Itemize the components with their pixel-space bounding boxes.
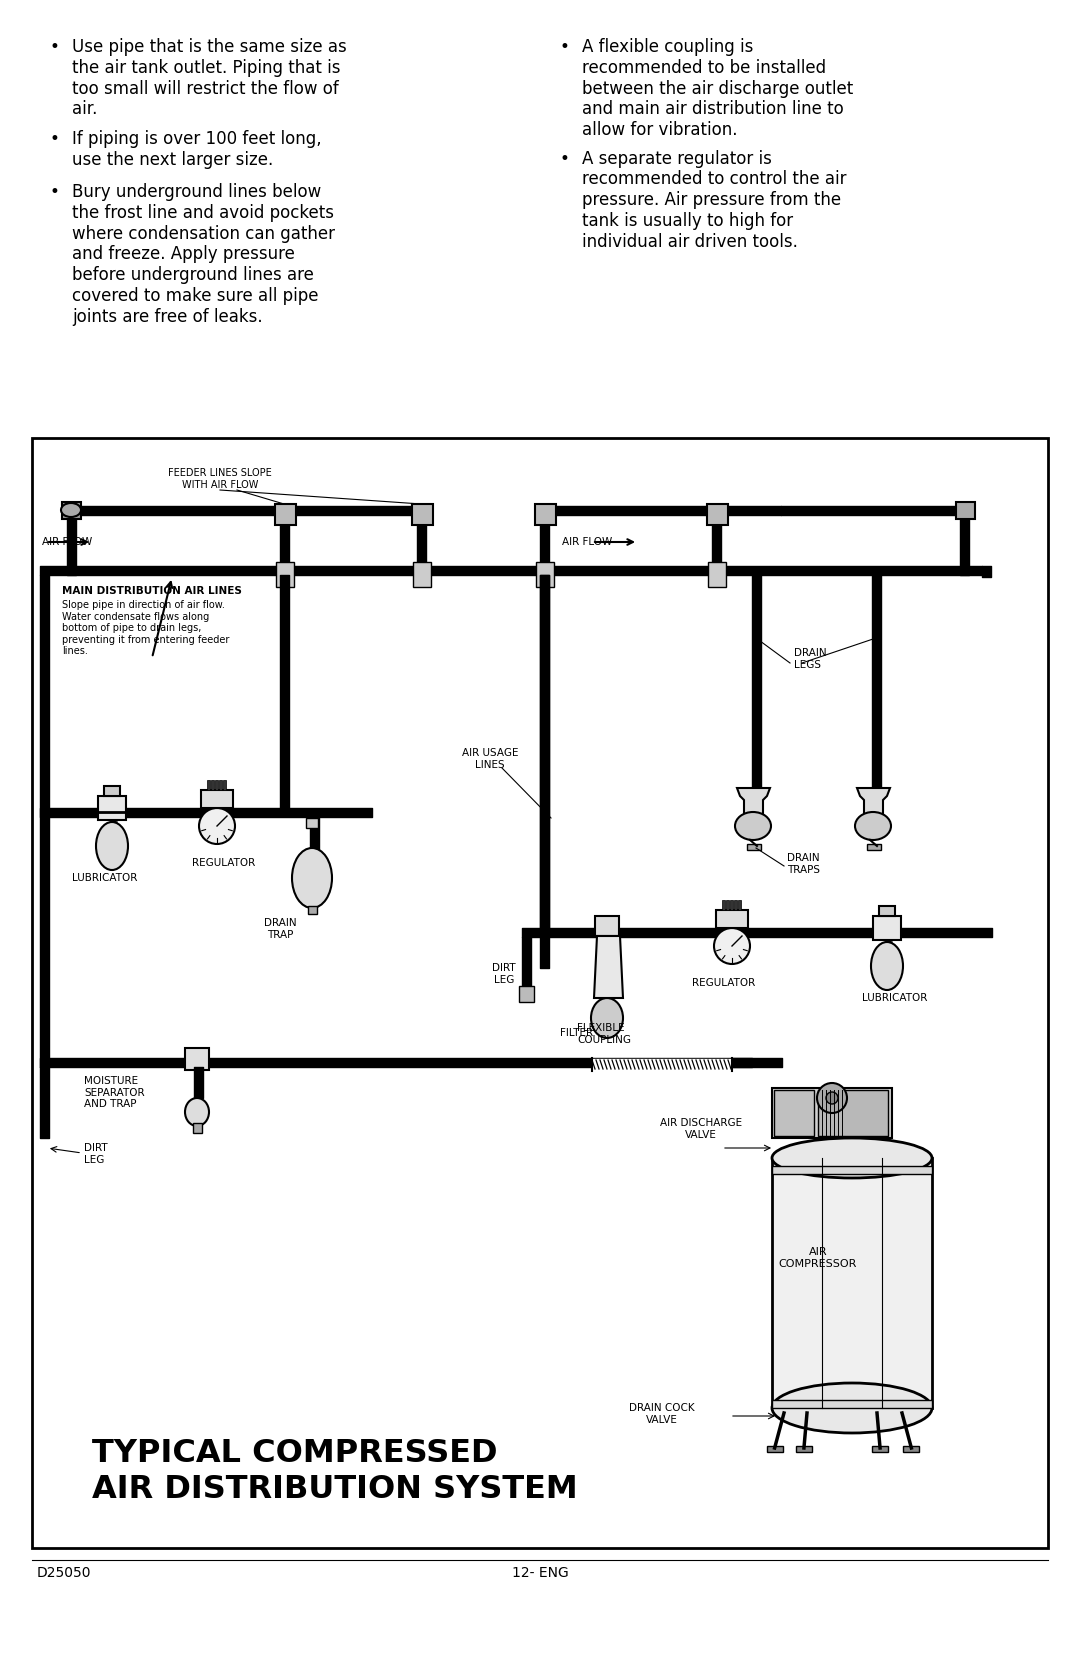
Text: MOISTURE
SEPARATOR
AND TRAP: MOISTURE SEPARATOR AND TRAP bbox=[84, 1077, 145, 1110]
Text: A separate regulator is
recommended to control the air
pressure. Air pressure fr: A separate regulator is recommended to c… bbox=[582, 150, 847, 250]
Bar bbox=[536, 562, 554, 587]
Text: •: • bbox=[561, 150, 570, 167]
Bar bbox=[730, 900, 733, 910]
Bar bbox=[207, 779, 210, 789]
Circle shape bbox=[816, 1083, 847, 1113]
Text: DRAIN COCK
VALVE: DRAIN COCK VALVE bbox=[630, 1404, 694, 1425]
Text: AIR FLOW: AIR FLOW bbox=[42, 537, 92, 547]
Bar bbox=[903, 1445, 919, 1452]
Bar bbox=[873, 916, 901, 940]
Bar bbox=[519, 986, 534, 1001]
Ellipse shape bbox=[772, 1138, 932, 1178]
Bar bbox=[275, 504, 296, 526]
Text: AIR USAGE
LINES: AIR USAGE LINES bbox=[462, 748, 518, 769]
Text: •: • bbox=[561, 38, 570, 57]
Ellipse shape bbox=[60, 502, 81, 517]
Bar bbox=[796, 1445, 812, 1452]
Text: DRAIN
TRAPS: DRAIN TRAPS bbox=[787, 853, 820, 875]
Bar bbox=[708, 562, 726, 587]
Bar bbox=[411, 504, 433, 526]
Ellipse shape bbox=[292, 848, 332, 908]
Bar bbox=[867, 845, 881, 850]
Bar bbox=[306, 818, 318, 828]
Ellipse shape bbox=[96, 823, 129, 870]
Bar bbox=[879, 906, 895, 916]
Text: 12- ENG: 12- ENG bbox=[512, 1566, 568, 1581]
Ellipse shape bbox=[735, 813, 771, 840]
Bar bbox=[308, 906, 318, 915]
Bar bbox=[222, 779, 226, 789]
Bar bbox=[219, 779, 222, 789]
Bar bbox=[723, 900, 725, 910]
Text: DRAIN
LEGS: DRAIN LEGS bbox=[794, 648, 826, 669]
Bar bbox=[772, 1400, 932, 1409]
Ellipse shape bbox=[772, 1384, 932, 1434]
Text: Use pipe that is the same size as
the air tank outlet. Piping that is
too small : Use pipe that is the same size as the ai… bbox=[72, 38, 347, 118]
Bar bbox=[738, 900, 741, 910]
Bar bbox=[956, 502, 975, 519]
Text: FLEXIBLE
COUPLING: FLEXIBLE COUPLING bbox=[577, 1023, 631, 1045]
Polygon shape bbox=[594, 936, 623, 998]
Text: LUBRICATOR: LUBRICATOR bbox=[72, 873, 137, 883]
Text: If piping is over 100 feet long,
use the next larger size.: If piping is over 100 feet long, use the… bbox=[72, 130, 322, 169]
Bar bbox=[211, 779, 214, 789]
Bar bbox=[413, 562, 431, 587]
Bar bbox=[193, 1123, 202, 1133]
Bar bbox=[734, 900, 737, 910]
Text: REGULATOR: REGULATOR bbox=[692, 978, 755, 988]
Text: TYPICAL COMPRESSED: TYPICAL COMPRESSED bbox=[92, 1439, 498, 1469]
Text: D25050: D25050 bbox=[37, 1566, 92, 1581]
Bar bbox=[772, 1088, 892, 1138]
Ellipse shape bbox=[591, 998, 623, 1038]
Bar bbox=[276, 562, 294, 587]
Bar bbox=[104, 786, 120, 796]
Ellipse shape bbox=[855, 813, 891, 840]
Text: Slope pipe in direction of air flow.
Water condensate flows along
bottom of pipe: Slope pipe in direction of air flow. Wat… bbox=[62, 599, 229, 656]
Bar bbox=[772, 1167, 932, 1173]
Text: •: • bbox=[50, 38, 59, 57]
Text: A flexible coupling is
recommended to be installed
between the air discharge out: A flexible coupling is recommended to be… bbox=[582, 38, 853, 139]
Bar bbox=[595, 916, 619, 936]
Bar bbox=[185, 1048, 210, 1070]
Circle shape bbox=[826, 1092, 838, 1103]
Ellipse shape bbox=[870, 941, 903, 990]
Text: AIR FLOW: AIR FLOW bbox=[562, 537, 612, 547]
Bar bbox=[535, 504, 556, 526]
Polygon shape bbox=[737, 788, 770, 818]
Bar bbox=[201, 789, 233, 808]
Text: •: • bbox=[50, 184, 59, 200]
Bar bbox=[62, 502, 81, 519]
Ellipse shape bbox=[185, 1098, 210, 1127]
Bar bbox=[818, 1090, 888, 1137]
Text: FEEDER LINES SLOPE
WITH AIR FLOW: FEEDER LINES SLOPE WITH AIR FLOW bbox=[168, 467, 272, 489]
Text: DRAIN
TRAP: DRAIN TRAP bbox=[264, 918, 296, 940]
Bar bbox=[32, 437, 1048, 1549]
Bar bbox=[716, 910, 748, 928]
Text: AIR
COMPRESSOR: AIR COMPRESSOR bbox=[779, 1247, 858, 1268]
Text: FILTER: FILTER bbox=[561, 1028, 593, 1038]
Circle shape bbox=[714, 928, 750, 965]
Bar bbox=[872, 1445, 888, 1452]
Text: REGULATOR: REGULATOR bbox=[192, 858, 255, 868]
Polygon shape bbox=[858, 788, 890, 818]
Circle shape bbox=[199, 808, 235, 845]
Text: Bury underground lines below
the frost line and avoid pockets
where condensation: Bury underground lines below the frost l… bbox=[72, 184, 335, 325]
Bar bbox=[215, 779, 218, 789]
Text: LUBRICATOR: LUBRICATOR bbox=[862, 993, 928, 1003]
Bar bbox=[772, 1158, 932, 1409]
Bar bbox=[774, 1090, 814, 1137]
Text: DIRT
LEG: DIRT LEG bbox=[84, 1143, 108, 1165]
Text: •: • bbox=[50, 130, 59, 149]
Bar bbox=[707, 504, 728, 526]
Bar bbox=[98, 796, 126, 819]
Bar bbox=[767, 1445, 783, 1452]
Text: DIRT
LEG: DIRT LEG bbox=[492, 963, 515, 985]
Text: MAIN DISTRIBUTION AIR LINES: MAIN DISTRIBUTION AIR LINES bbox=[62, 586, 242, 596]
Text: AIR DISCHARGE
VALVE: AIR DISCHARGE VALVE bbox=[660, 1118, 742, 1140]
Text: AIR DISTRIBUTION SYSTEM: AIR DISTRIBUTION SYSTEM bbox=[92, 1474, 578, 1505]
Bar bbox=[726, 900, 729, 910]
Bar bbox=[747, 845, 761, 850]
